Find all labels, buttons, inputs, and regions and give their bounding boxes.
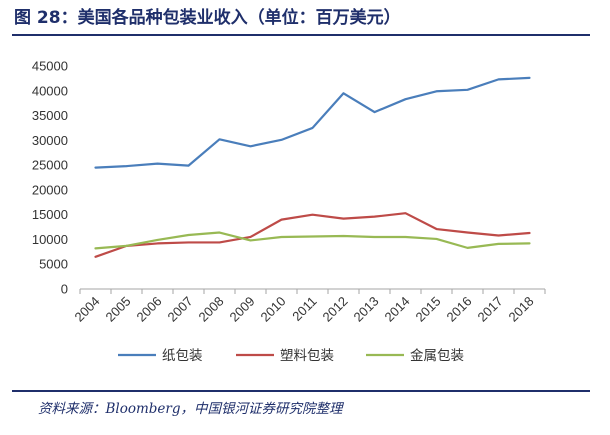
- y-tick-label: 10000: [32, 232, 68, 247]
- x-tick-label: 2017: [475, 294, 506, 325]
- y-tick-label: 40000: [32, 83, 68, 98]
- y-tick-label: 20000: [32, 182, 68, 197]
- series-line: [94, 231, 531, 250]
- y-tick-label: 30000: [32, 133, 68, 148]
- source-note: 资料来源：Bloomberg，中国银河证券研究院整理: [38, 401, 343, 417]
- x-tick-label: 2006: [134, 294, 165, 325]
- legend-label: 塑料包装: [280, 348, 334, 364]
- y-tick-label: 15000: [32, 207, 68, 222]
- source-divider: [12, 390, 590, 392]
- series-lines: [94, 76, 531, 258]
- legend-label: 金属包装: [410, 348, 464, 364]
- x-tick-label: 2008: [196, 294, 227, 325]
- x-tick-label: 2012: [320, 294, 351, 325]
- y-tick-label: 5000: [39, 257, 68, 272]
- figure-title: 图 28：美国各品种包装业收入（单位：百万美元）: [14, 8, 401, 28]
- legend-label: 纸包装: [162, 348, 203, 364]
- y-tick-labels: 0 5000 10000 15000 20000 25000 30000 35000 40000…: [32, 59, 68, 297]
- series-line: [94, 76, 531, 169]
- x-tick-label: 2011: [289, 294, 319, 324]
- series-line: [94, 212, 531, 258]
- x-tick-label: 2009: [227, 294, 258, 325]
- chart-legend: 纸包装 塑料包装 金属包装: [118, 348, 464, 364]
- x-tick-label: 2004: [72, 294, 103, 325]
- x-tick-label: 2005: [103, 294, 134, 325]
- y-tick-label: 45000: [32, 59, 68, 74]
- x-tick-label: 2018: [506, 294, 537, 325]
- y-tick-label: 0: [61, 282, 68, 297]
- x-tick-label: 2013: [351, 294, 382, 325]
- x-tick-label: 2016: [444, 294, 475, 325]
- x-tick-labels: 2004 2005 2006 2007 2008 2009 2010 2011 2012 2013…: [72, 294, 537, 325]
- x-tick-label: 2010: [258, 294, 289, 325]
- title-divider: [12, 34, 590, 36]
- x-tick-label: 2014: [382, 294, 413, 325]
- chart-axes: [79, 288, 546, 294]
- x-tick-label: 2007: [165, 294, 196, 325]
- x-tick-label: 2015: [413, 294, 444, 325]
- y-tick-label: 25000: [32, 158, 68, 173]
- y-tick-label: 35000: [32, 108, 68, 123]
